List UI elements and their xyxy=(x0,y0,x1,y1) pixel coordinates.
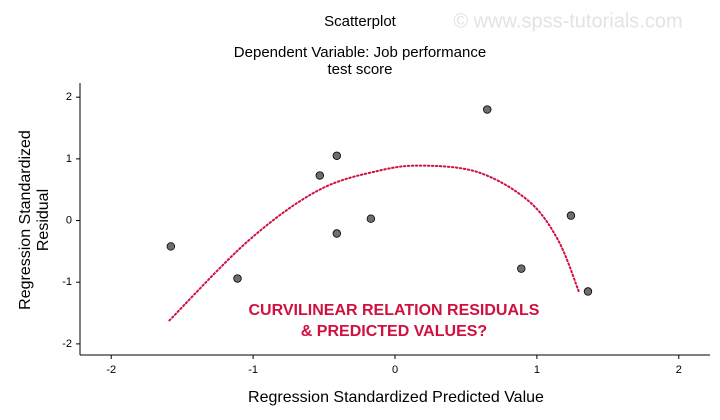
x-tick-label: 1 xyxy=(534,364,540,376)
data-point xyxy=(332,229,342,238)
data-point xyxy=(315,171,324,180)
fit-curve xyxy=(168,164,581,322)
data-point xyxy=(517,264,526,273)
data-point xyxy=(483,105,492,114)
data-point xyxy=(233,274,242,283)
y-axis-label: Regression Standardized Residual xyxy=(17,130,52,310)
x-tick-label: 0 xyxy=(392,364,398,376)
x-tick-label: -1 xyxy=(248,364,258,376)
data-point xyxy=(166,242,176,251)
data-point xyxy=(566,211,576,220)
data-point xyxy=(366,214,376,223)
y-tick-label: -2 xyxy=(62,338,72,350)
x-tick-label: -2 xyxy=(106,364,116,376)
watermark: © www.spss-tutorials.com xyxy=(453,10,682,32)
y-tick-label: 1 xyxy=(66,153,72,165)
y-axis-label-line: Residual xyxy=(35,189,52,251)
x-axis-label: Regression Standardized Predicted Value xyxy=(248,389,544,406)
chart-title: Scatterplot xyxy=(324,13,397,30)
x-tick-label: 2 xyxy=(676,364,682,376)
y-tick-label: 0 xyxy=(66,214,72,226)
chart-subtitle: Dependent Variable: Job performance xyxy=(234,44,486,61)
y-tick-label: -1 xyxy=(62,276,72,288)
annotation: & PREDICTED VALUES? xyxy=(301,323,487,340)
data-point xyxy=(332,151,342,160)
y-axis-label-line: Regression Standardized xyxy=(17,130,34,310)
annotation: CURVILINEAR RELATION RESIDUALS xyxy=(249,302,540,319)
data-point xyxy=(583,287,593,296)
y-tick-label: 2 xyxy=(66,91,72,103)
chart-subtitle: test score xyxy=(327,61,392,78)
